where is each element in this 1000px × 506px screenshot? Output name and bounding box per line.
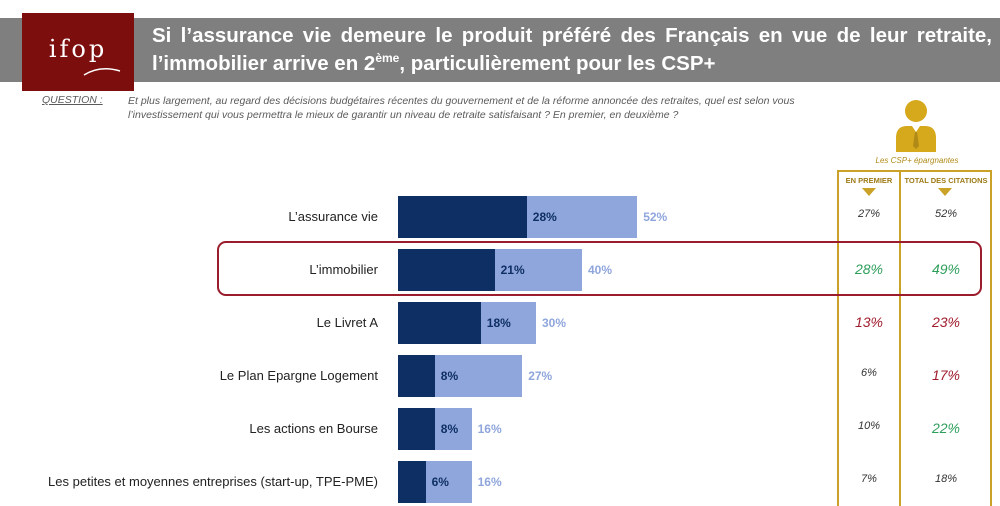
bar-first-choice	[398, 249, 495, 291]
csp-total-value: 52%	[934, 208, 958, 220]
value-label-first: 6%	[431, 475, 449, 489]
value-label-total: 16%	[477, 422, 502, 436]
csp-total-value: 17%	[931, 367, 961, 383]
csp-first-value: 6%	[861, 367, 877, 379]
category-label: Le Livret A	[316, 315, 378, 330]
value-label-first: 21%	[500, 263, 525, 277]
category-label: Les actions en Bourse	[249, 421, 378, 436]
title-banner	[0, 18, 1000, 82]
logo-swoosh-icon	[83, 68, 121, 76]
question-label: QUESTION :	[42, 94, 103, 106]
csp-first-value: 13%	[854, 314, 884, 330]
csp-panel-divider	[899, 170, 901, 506]
category-label: Le Plan Epargne Logement	[219, 368, 378, 383]
csp-total-value: 22%	[931, 420, 961, 436]
csp-panel	[837, 170, 992, 506]
page-title: Si l’assurance vie demeure le produit pr…	[152, 22, 992, 78]
csp-total-value: 18%	[934, 473, 958, 485]
logo-text: ifop	[48, 35, 108, 63]
col-total-arrow-icon	[938, 188, 952, 196]
highlight-frame	[217, 241, 982, 296]
value-label-total: 52%	[643, 210, 668, 224]
csp-first-value: 7%	[861, 473, 877, 485]
col-head-total: TOTAL DES CITATIONS	[904, 176, 988, 185]
bar-first-choice	[398, 408, 435, 450]
value-label-total: 16%	[477, 475, 502, 489]
csp-first-value: 27%	[857, 208, 881, 220]
value-label-total: 40%	[588, 263, 613, 277]
bar-first-choice	[398, 355, 435, 397]
bar-first-choice	[398, 302, 481, 344]
csp-first-value: 10%	[857, 420, 881, 432]
title-superscript: ème	[375, 51, 400, 65]
value-label-first: 28%	[532, 210, 557, 224]
title-part-2: , particulièrement pour les CSP+	[399, 52, 716, 75]
value-label-total: 27%	[528, 369, 553, 383]
ifop-logo: ifop	[22, 13, 134, 91]
category-label: L’assurance vie	[288, 209, 378, 224]
csp-total-value: 49%	[931, 261, 961, 277]
value-label-first: 18%	[486, 316, 511, 330]
col-head-first: EN PREMIER	[845, 176, 893, 185]
value-label-first: 8%	[440, 422, 459, 436]
category-label: Les petites et moyennes entreprises (sta…	[48, 474, 378, 489]
category-label: L’immobilier	[309, 262, 378, 277]
person-icon	[896, 100, 936, 152]
csp-first-value: 28%	[854, 261, 884, 277]
csp-group-label: Les CSP+ épargnantes	[875, 156, 959, 165]
value-label-total: 30%	[542, 316, 567, 330]
bar-first-choice	[398, 461, 426, 503]
question-text: Et plus largement, au regard des décisio…	[128, 95, 795, 121]
bar-first-choice	[398, 196, 527, 238]
value-label-first: 8%	[440, 369, 459, 383]
csp-total-value: 23%	[931, 314, 961, 330]
col-first-arrow-icon	[862, 188, 876, 196]
title-part-1: Si l’assurance vie demeure le produit pr…	[152, 24, 992, 75]
